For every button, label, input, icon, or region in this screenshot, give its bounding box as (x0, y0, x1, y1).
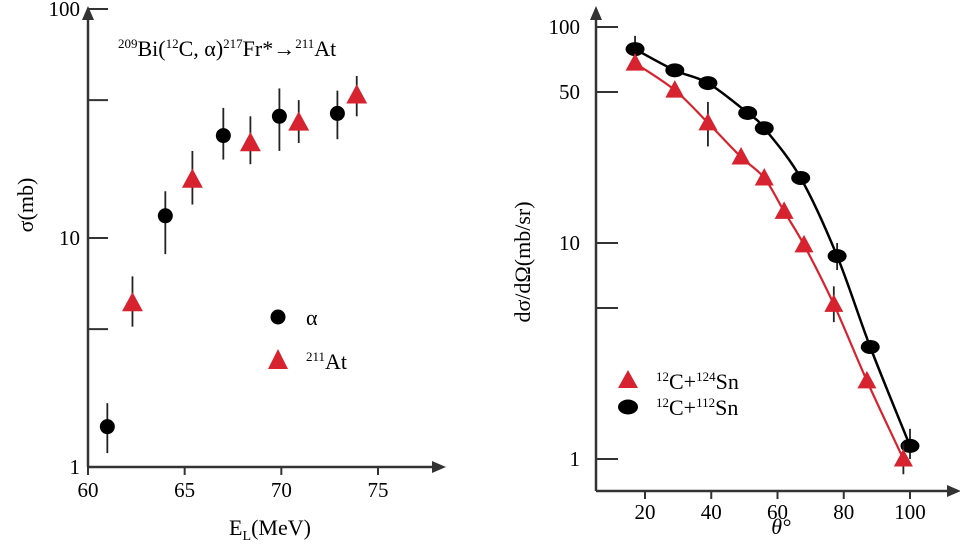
sn112-point (791, 170, 811, 185)
right-y-ticks: 1 10 50 100 (549, 15, 618, 471)
left-data-marks (99, 75, 368, 454)
right-x-tick-label: 60 (767, 500, 788, 524)
alpha-point (215, 128, 231, 144)
right-x-tick-label: 20 (635, 500, 656, 524)
sn112-point (665, 63, 685, 78)
left-x-tick-label: 75 (368, 478, 389, 502)
at211-point (239, 131, 261, 152)
sn112-point (860, 340, 880, 355)
legend-124sn-marker (618, 370, 638, 388)
sn124-point (824, 294, 844, 312)
legend-at211-marker (268, 349, 288, 369)
sn124-point (774, 201, 794, 219)
sn124-point (665, 80, 685, 98)
alpha-point (99, 419, 115, 435)
right-x-tick-label: 40 (701, 500, 722, 524)
sn112-point (625, 42, 645, 57)
alpha-point (157, 208, 173, 224)
at211-point (181, 168, 203, 188)
at211-point (122, 292, 143, 312)
sn124-point (698, 112, 718, 131)
left-axes (82, 6, 446, 473)
sn112-point (827, 249, 847, 264)
right-x-tick-label: 100 (894, 500, 926, 524)
left-y-tick-label: 1 (70, 455, 81, 479)
legend-at211-label: 211At (306, 349, 347, 374)
sn112-point (738, 105, 758, 120)
right-chart: 1 10 50 100 20 40 60 80 100 dσ/dΩ(mb/sr) θ° 12C… (510, 6, 960, 539)
left-x-tick-label: 70 (271, 478, 292, 502)
alpha-point (329, 105, 345, 121)
right-y-tick-label: 50 (559, 80, 580, 104)
legend-alpha-label: α (306, 305, 318, 330)
right-data-marks (625, 35, 920, 475)
left-x-tick-label: 60 (78, 478, 99, 502)
at211-point (346, 84, 368, 104)
sn112-point (754, 121, 774, 136)
left-y-tick-label: 10 (59, 226, 80, 250)
right-y-axis-arrow (590, 6, 602, 20)
sn124-point (794, 234, 814, 253)
sn124-point (893, 449, 913, 467)
right-y-tick-label: 100 (549, 15, 581, 39)
right-y-axis-label: dσ/dΩ(mb/sr) (510, 201, 535, 322)
legend-alpha-marker (270, 309, 286, 325)
left-y-axis-label: σ(mb) (13, 178, 38, 233)
alpha-point (271, 108, 287, 124)
left-x-tick-label: 65 (174, 478, 195, 502)
legend-112sn-label: 12C+112Sn (656, 395, 738, 420)
sn124-point (857, 370, 877, 389)
fit-curve-124sn (634, 62, 905, 460)
right-y-tick-label: 1 (570, 447, 581, 471)
sn124-point (754, 167, 774, 186)
sn124-point (731, 147, 751, 165)
right-x-axis-label: θ° (771, 514, 791, 539)
left-x-axis-label: EL(MeV) (229, 515, 311, 544)
legend-124sn-label: 12C+124Sn (656, 369, 739, 394)
left-x-ticks: 60 65 70 75 (78, 467, 389, 502)
right-y-tick-label: 10 (559, 231, 580, 255)
left-x-axis-arrow (432, 461, 446, 473)
right-axes (590, 6, 960, 497)
legend-112sn-marker (618, 399, 638, 415)
left-y-ticks: 1 10 100 (49, 0, 108, 479)
sn112-point (900, 438, 920, 453)
right-x-ticks: 20 40 60 80 100 (635, 491, 926, 524)
right-x-axis-arrow (947, 485, 960, 497)
left-chart: 1 10 100 60 65 70 75 209Bi(12C, α)217Fr*→211A… (13, 0, 446, 544)
sn124-point (625, 53, 645, 71)
at211-point (288, 111, 310, 131)
left-y-tick-label: 100 (49, 0, 81, 21)
left-y-axis-arrow (82, 6, 94, 20)
right-x-tick-label: 80 (833, 500, 854, 524)
sn112-point (698, 76, 718, 91)
left-chart-title: 209Bi(12C, α)217Fr*→211At (118, 36, 336, 61)
